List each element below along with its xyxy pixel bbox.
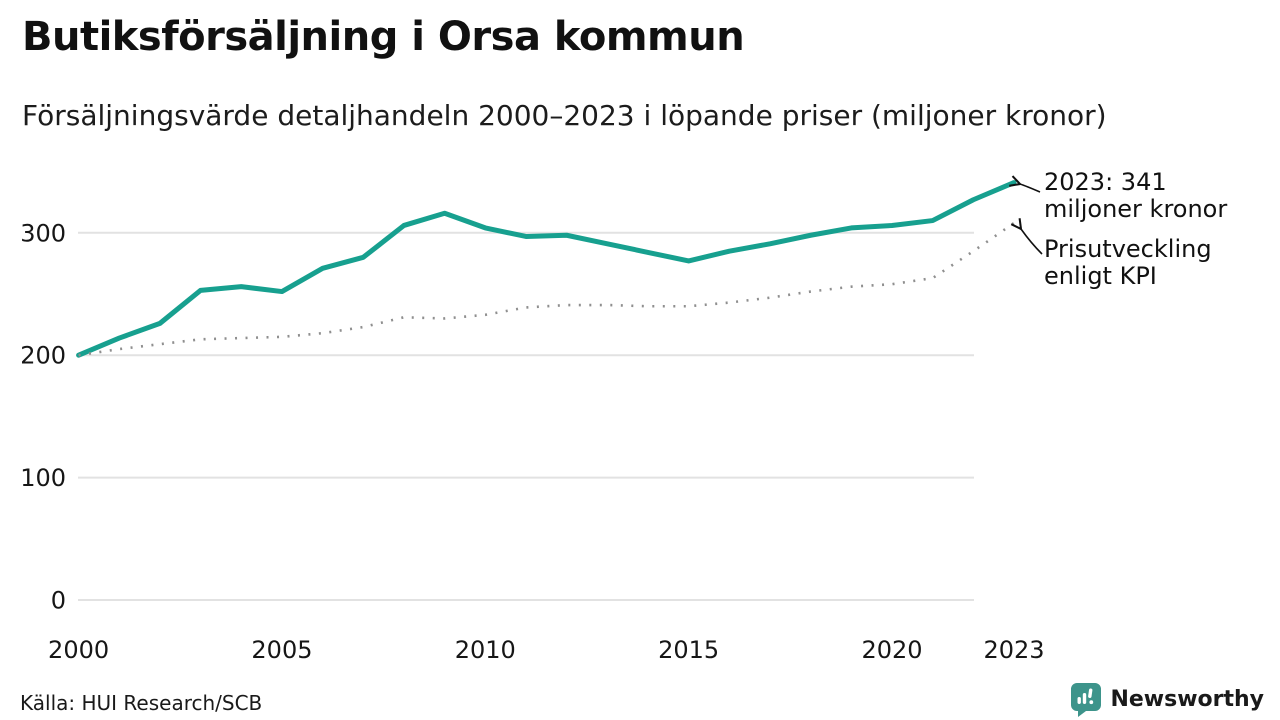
x-tick-label: 2023 [983, 636, 1044, 664]
x-tick-label: 2000 [48, 636, 109, 664]
annotation-sales-2023: 2023: 341 miljoner kronor [1044, 169, 1227, 223]
arrow-to-sales-end [1020, 184, 1041, 193]
x-tick-label: 2010 [455, 636, 516, 664]
annotation-line: enligt KPI [1044, 262, 1157, 290]
annotation-line: miljoner kronor [1044, 195, 1228, 223]
chart-subtitle: Försäljningsvärde detaljhandeln 2000–202… [22, 99, 1107, 132]
arrow-to-kpi-end [1021, 229, 1043, 255]
source-attribution: Källa: HUI Research/SCB [20, 691, 263, 715]
series-line-solid [76, 180, 1017, 358]
newsworthy-logo-icon [1071, 683, 1102, 717]
axis-tick-labels: 0 100 200 300 2000 2005 2010 2015 2020 2023 [20, 219, 1044, 664]
y-tick-label: 200 [20, 342, 66, 370]
data-series [76, 180, 1017, 358]
newsworthy-logo: Newsworthy [1069, 681, 1264, 717]
y-tick-label: 300 [20, 219, 66, 247]
y-tick-label: 0 [51, 587, 66, 615]
annotation-kpi: Prisutveckling enligt KPI [1044, 236, 1212, 290]
x-tick-label: 2015 [658, 636, 719, 664]
annotation-line: 2023: 341 [1044, 168, 1167, 196]
x-tick-label: 2005 [251, 636, 312, 664]
annotation-line: Prisutveckling [1044, 235, 1212, 263]
newsworthy-logo-text: Newsworthy [1110, 686, 1264, 712]
y-tick-label: 100 [20, 464, 66, 492]
x-tick-label: 2020 [861, 636, 922, 664]
annotation-arrows [1020, 184, 1043, 255]
page-title: Butiksförsäljning i Orsa kommun [22, 14, 745, 60]
